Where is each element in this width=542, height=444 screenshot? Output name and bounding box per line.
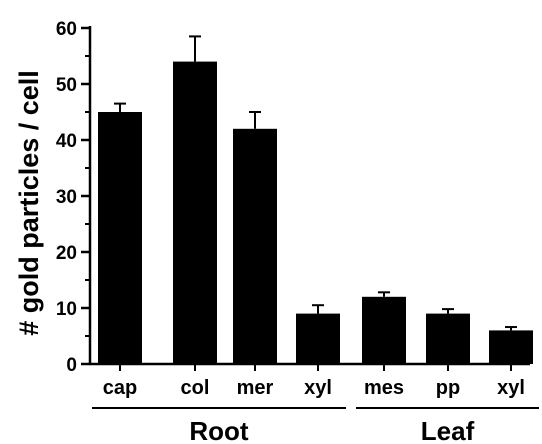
category-label-mer: mer	[237, 377, 274, 399]
category-label-col: col	[181, 377, 210, 399]
error-bars	[114, 35, 517, 331]
y-tick-label: 60	[56, 19, 77, 40]
y-tick-label: 40	[56, 131, 77, 152]
group-label-leaf: Leaf	[421, 416, 475, 444]
y-tick-label: 0	[66, 355, 77, 376]
category-label-xyl: xyl	[304, 377, 332, 399]
bar-xyl	[296, 313, 340, 364]
bars	[98, 61, 533, 364]
bar-mer	[233, 128, 277, 364]
y-tick-label: 50	[56, 75, 77, 96]
bar-cap	[98, 112, 142, 364]
bar-col	[173, 61, 217, 364]
y-axis-title: # gold particles / cell	[14, 70, 44, 336]
category-label-pp: pp	[436, 377, 460, 399]
category-label-xyl: xyl	[497, 377, 525, 399]
group-label-root: Root	[189, 416, 249, 444]
y-tick-label: 20	[56, 243, 77, 264]
bar-xyl	[489, 330, 533, 364]
category-labels: cap col mer xyl mes pp xyl	[103, 364, 525, 399]
group-labels: Root Leaf	[92, 407, 539, 444]
category-label-mes: mes	[364, 377, 404, 399]
bar-pp	[426, 313, 470, 364]
y-tick-label: 30	[56, 187, 77, 208]
y-ticks: 0 10 20 30 40 50 60	[56, 19, 90, 376]
bar-mes	[362, 296, 406, 364]
category-label-cap: cap	[103, 377, 137, 399]
y-tick-label: 10	[56, 299, 77, 320]
